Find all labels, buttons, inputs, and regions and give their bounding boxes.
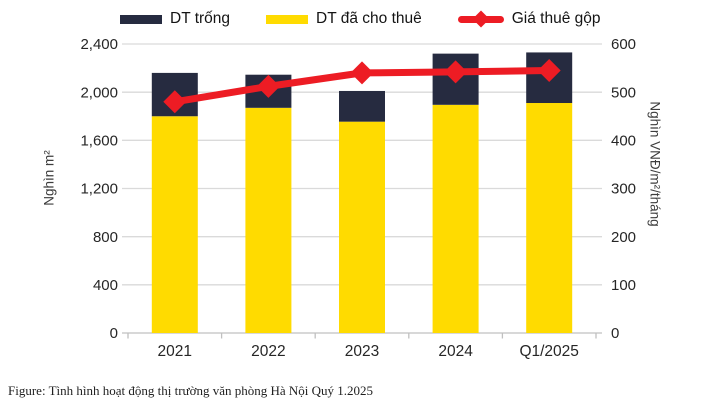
legend-label-leased: DT đã cho thuê [316,10,422,27]
rent-price-marker [163,90,187,114]
left-axis-tick-label: 1,200 [80,181,118,198]
legend-swatch-vacant-icon [120,14,162,24]
legend-item-leased: DT đã cho thuê [266,10,422,28]
bar-vacant [339,90,385,122]
x-axis-label: 2021 [158,343,192,360]
x-axis-label: Q1/2025 [519,343,578,360]
figure-caption: Figure: Tình hình hoạt động thị trường v… [8,383,374,398]
rent-price-marker [444,60,468,84]
bar-leased [151,116,198,333]
bar-leased [526,103,573,333]
right-axis-tick-label: 200 [611,229,636,246]
legend-label-rent: Giá thuê gộp [511,10,601,27]
left-axis-tick-label: 2,400 [80,36,118,53]
rent-price-marker [256,74,280,98]
legend-swatch-rent-line-icon [457,10,504,28]
right-axis-title: Nghìn VNĐ/m²/tháng [647,101,663,227]
right-axis-tick-label: 600 [611,36,636,53]
left-axis-tick-label: 0 [110,325,118,342]
x-axis-label: 2023 [345,343,379,360]
chart-legend: DT trống DT đã cho thuê Giá thuê gộp [120,10,601,28]
right-axis-tick-label: 300 [611,181,636,198]
legend-item-rent: Giá thuê gộp [457,10,601,28]
legend-item-vacant: DT trống [120,10,230,28]
bar-leased [432,104,479,333]
left-axis-tick-label: 1,600 [80,133,118,150]
right-axis-tick-label: 400 [611,133,636,150]
rent-price-marker [350,61,374,85]
x-axis-label: 2022 [251,343,285,360]
legend-label-vacant: DT trống [170,10,231,27]
left-axis-tick-label: 400 [93,277,118,294]
right-axis-tick-label: 500 [611,84,636,101]
rent-price-marker [537,58,561,82]
left-axis-tick-label: 2,000 [80,84,118,101]
left-axis-title: Nghìn m² [41,150,57,206]
right-axis-tick-label: 0 [611,325,619,342]
legend-swatch-leased-icon [266,14,309,24]
x-axis-label: 2024 [438,343,473,360]
left-axis-tick-label: 800 [93,229,118,246]
bar-leased [245,107,292,333]
right-axis-tick-label: 100 [611,277,636,294]
bar-leased [339,121,385,333]
